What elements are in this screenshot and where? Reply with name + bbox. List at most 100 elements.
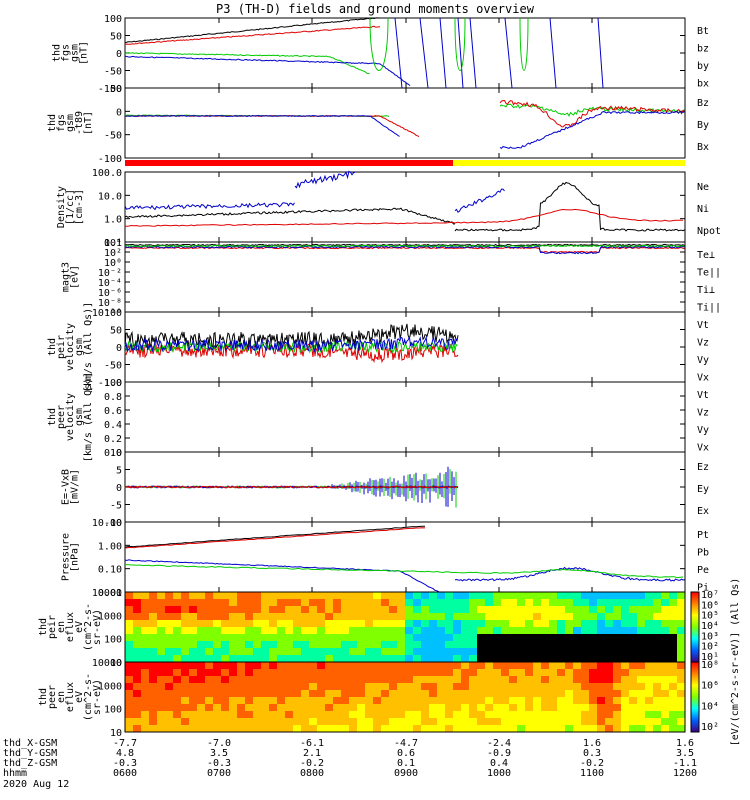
series-Vt [124,323,459,350]
spectrogram-cell [357,690,366,698]
spectrogram-cell [213,676,222,684]
spectrogram-cell [301,627,310,635]
spectrogram-cell [581,620,590,628]
spectrogram-cell [309,620,318,628]
legend-entry: Vx [697,372,709,383]
spectrogram-cell [469,627,478,635]
spectrogram-cell [133,613,142,621]
spectrogram-cell [517,704,526,712]
y-tick-label: 0 [116,49,122,60]
spectrogram-cell [677,648,686,656]
spectrogram-cell [133,725,142,733]
series-Ni [124,207,456,225]
spectrogram-cell [605,662,614,670]
spectrogram-cell [413,676,422,684]
spectrogram-cell [437,606,446,614]
spectrogram-cell [149,725,158,733]
spectrogram-cell [157,683,166,691]
x-tick-label: -4.7 [394,738,418,749]
x-axis-row-label: thd_Z-GSM [3,758,57,769]
spectrogram-cell [373,662,382,670]
spectrogram-cell [621,683,630,691]
spectrogram-cell [605,655,614,663]
spectrogram-cell [501,690,510,698]
spectrogram-cell [357,592,366,600]
spectrogram-cell [565,669,574,677]
spectrogram-cell [557,655,566,663]
spectrogram-cell [149,627,158,635]
spectrogram-cell [557,704,566,712]
spectrogram-cell [461,641,470,649]
spectrogram-cell [333,704,342,712]
spectrogram-cell [557,711,566,719]
spectrogram-cell [661,641,670,649]
series-Npot-c [454,188,505,213]
x-axis-row-label: thd_X-GSM [3,738,57,749]
spectrogram-cell [325,690,334,698]
spectrogram-cell [517,634,526,642]
spectrogram-cell [581,704,590,712]
y-axis-label-line: peir [56,335,67,359]
spectrogram-cell [381,697,390,705]
spectrogram-cell [229,599,238,607]
spectrogram-cell [517,648,526,656]
spectrogram-cell [645,725,654,733]
spectrogram-cell [237,641,246,649]
spectrogram-cell [237,620,246,628]
spectrogram-cell [245,711,254,719]
x-tick-label: -7.7 [113,738,137,749]
spectrogram-cell [573,655,582,663]
spectrogram-cell [269,592,278,600]
spectrogram-cell [389,627,398,635]
spectrogram-cell [589,690,598,698]
spectrogram-cell [421,627,430,635]
spectrogram-cell [613,599,622,607]
spectrogram-cell [245,725,254,733]
spectrogram-cell [445,683,454,691]
y-axis-label-line: [nT] [79,41,90,65]
spectrogram-cell [245,690,254,698]
spectrogram-cell [133,634,142,642]
spectrogram-cell [677,627,686,635]
spectrogram-cell [325,620,334,628]
spectrogram-cell [613,676,622,684]
legend-entry: Ti|| [697,302,721,313]
spectrogram-cell [341,725,350,733]
spectrogram-cell [341,648,350,656]
spectrogram-cell [533,711,542,719]
y-tick-label: -5 [110,501,122,512]
spectrogram-cell [653,718,662,726]
spectrogram-cell [397,697,406,705]
y-tick-label: 1.0 [104,215,122,226]
spectrogram-cell [517,669,526,677]
spectrogram-cell [133,676,142,684]
spectrogram-cell [573,718,582,726]
spectrogram-cell [661,613,670,621]
spectrogram-cell [357,725,366,733]
series-Npot [124,202,295,211]
spectrogram-cell [141,676,150,684]
spectrogram-cell [221,599,230,607]
spectrogram-cell [213,634,222,642]
spectrogram-cell [565,676,574,684]
spectrogram-cell [381,634,390,642]
spectrogram-cell [501,620,510,628]
spectrogram-cell [413,620,422,628]
spectrogram-cell [389,648,398,656]
spectrogram-cell [165,683,174,691]
spectrogram-cell [653,725,662,733]
spectrogram-cell [637,704,646,712]
spectrogram-cell [437,592,446,600]
spectrogram-cell [141,620,150,628]
spectrogram-cell [429,627,438,635]
spectrogram-cell [365,634,374,642]
series-by-seg [369,17,389,71]
spectrogram-cell [637,725,646,733]
spectrogram-cell [405,662,414,670]
spectrogram-cell [509,690,518,698]
spectrogram-cell [181,634,190,642]
spectrogram-cell [517,697,526,705]
spectrogram-cell [429,683,438,691]
spectrogram-cell [517,662,526,670]
series-bz [124,25,381,45]
